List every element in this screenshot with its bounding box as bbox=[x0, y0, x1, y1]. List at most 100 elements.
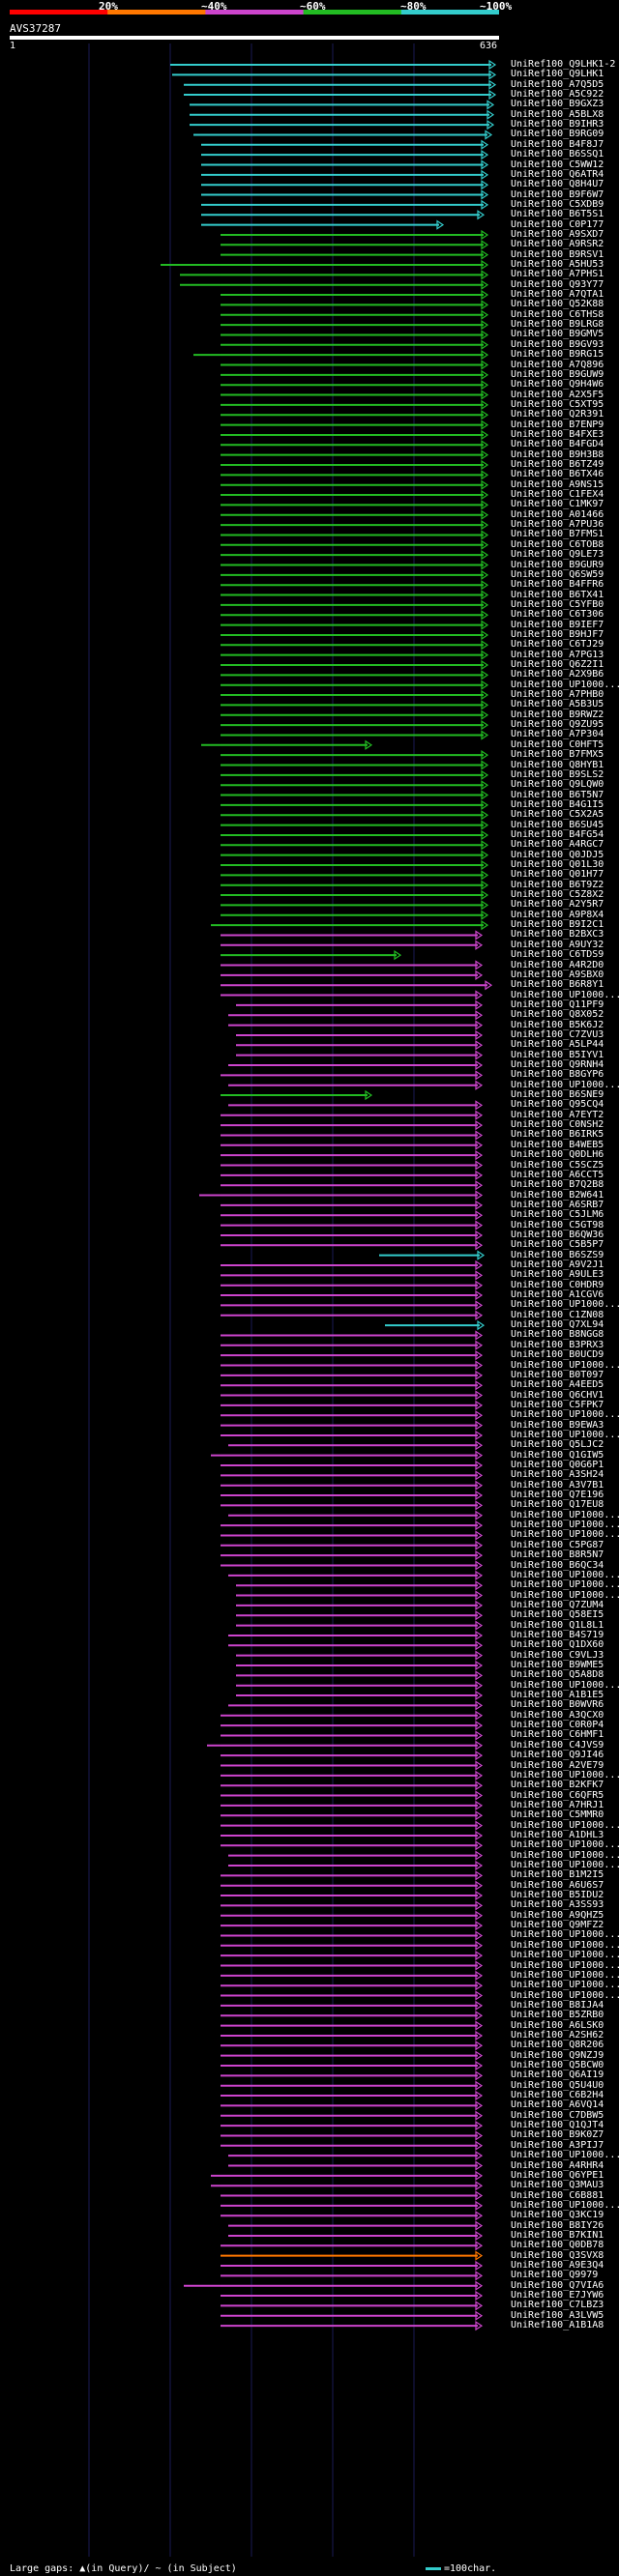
hit-row[interactable] bbox=[221, 1370, 484, 1380]
hit-label[interactable]: UniRef100_Q7E196 bbox=[511, 1490, 604, 1501]
hit-row[interactable] bbox=[221, 1820, 484, 1831]
hit-label[interactable]: UniRef100_C6QFR5 bbox=[511, 1789, 604, 1801]
hit-label[interactable]: UniRef100_UP1000... bbox=[511, 1529, 619, 1541]
hit-label[interactable]: UniRef100_A7QTA1 bbox=[511, 289, 604, 301]
hit-label[interactable]: UniRef100_UP1000... bbox=[511, 2150, 619, 2161]
hit-label[interactable]: UniRef100_UP1000... bbox=[511, 679, 619, 690]
hit-label[interactable]: UniRef100_Q0DLH6 bbox=[511, 1149, 604, 1161]
hit-row[interactable] bbox=[211, 1450, 484, 1461]
hit-row[interactable] bbox=[221, 1930, 484, 1941]
hit-label[interactable]: UniRef100_A7HRJ1 bbox=[511, 1799, 604, 1810]
hit-row[interactable] bbox=[221, 780, 489, 791]
hit-row[interactable] bbox=[221, 569, 489, 580]
hit-row[interactable] bbox=[221, 1410, 484, 1421]
hit-label[interactable]: UniRef100_Q6SW59 bbox=[511, 568, 604, 580]
hit-row[interactable] bbox=[236, 1620, 484, 1631]
hit-label[interactable]: UniRef100_B9GV93 bbox=[511, 338, 604, 350]
hit-label[interactable]: UniRef100_Q17EU8 bbox=[511, 1499, 604, 1511]
hit-label[interactable]: UniRef100_C5XT95 bbox=[511, 398, 604, 410]
hit-row[interactable] bbox=[221, 719, 489, 731]
hit-row[interactable] bbox=[221, 2120, 484, 2131]
hit-row[interactable] bbox=[221, 2100, 484, 2111]
hit-row[interactable] bbox=[221, 1981, 484, 1991]
hit-row[interactable] bbox=[221, 610, 489, 621]
hit-label[interactable]: UniRef100_Q3KC19 bbox=[511, 2210, 604, 2221]
hit-row[interactable] bbox=[221, 1140, 484, 1150]
hit-row[interactable] bbox=[221, 2301, 484, 2311]
hit-row[interactable] bbox=[184, 79, 497, 90]
hit-row[interactable] bbox=[221, 970, 484, 980]
hit-label[interactable]: UniRef100_A7Q896 bbox=[511, 359, 604, 370]
hit-label[interactable]: UniRef100_Q9H4W6 bbox=[511, 379, 604, 391]
hit-label[interactable]: UniRef100_Q52K88 bbox=[511, 299, 604, 310]
hit-label[interactable]: UniRef100_B9H3B8 bbox=[511, 449, 604, 460]
hit-label[interactable]: UniRef100_C6TJ29 bbox=[511, 639, 604, 651]
hit-row[interactable] bbox=[221, 1960, 484, 1971]
hit-label[interactable]: UniRef100_A2SH62 bbox=[511, 2029, 604, 2041]
hit-row[interactable] bbox=[221, 960, 484, 970]
hit-row[interactable] bbox=[221, 1500, 484, 1511]
hit-label[interactable]: UniRef100_A3SH24 bbox=[511, 1469, 604, 1481]
hit-label[interactable]: UniRef100_A9V2J1 bbox=[511, 1259, 604, 1270]
hit-label[interactable]: UniRef100_A2X5F5 bbox=[511, 389, 604, 400]
hit-label[interactable]: UniRef100_A5LP44 bbox=[511, 1039, 604, 1051]
hit-label[interactable]: UniRef100_C6TDS9 bbox=[511, 949, 604, 961]
hit-row[interactable] bbox=[190, 119, 495, 130]
hit-row[interactable] bbox=[221, 1340, 484, 1350]
hit-row[interactable] bbox=[221, 840, 489, 851]
hit-label[interactable]: UniRef100_Q6AI19 bbox=[511, 2069, 604, 2081]
hit-label[interactable]: UniRef100_C5YFB0 bbox=[511, 598, 604, 610]
hit-label[interactable]: UniRef100_B5K6J2 bbox=[511, 1019, 604, 1030]
hit-row[interactable] bbox=[221, 2310, 484, 2321]
hit-label[interactable]: UniRef100_C5PG87 bbox=[511, 1539, 604, 1550]
hit-label[interactable]: UniRef100_A5C922 bbox=[511, 89, 604, 101]
hit-label[interactable]: UniRef100_C5GT98 bbox=[511, 1219, 604, 1230]
hit-label[interactable]: UniRef100_Q1GIW5 bbox=[511, 1449, 604, 1461]
hit-label[interactable]: UniRef100_A9E3Q4 bbox=[511, 2260, 604, 2271]
hit-row[interactable] bbox=[221, 950, 402, 961]
hit-label[interactable]: UniRef100_C0HDR9 bbox=[511, 1279, 604, 1290]
hit-label[interactable]: UniRef100_B6IRK5 bbox=[511, 1129, 604, 1141]
hit-label[interactable]: UniRef100_Q1L8L1 bbox=[511, 1619, 604, 1631]
hit-label[interactable]: UniRef100_UP1000... bbox=[511, 1950, 619, 1961]
hit-label[interactable]: UniRef100_UP1000... bbox=[511, 1819, 619, 1831]
hit-row[interactable] bbox=[221, 2290, 484, 2301]
hit-label[interactable]: UniRef100_A5B3U5 bbox=[511, 699, 604, 710]
hit-row[interactable] bbox=[221, 2110, 484, 2121]
hit-row[interactable] bbox=[221, 1490, 484, 1501]
hit-label[interactable]: UniRef100_Q8HYB1 bbox=[511, 759, 604, 770]
hit-label[interactable]: UniRef100_B9GMV5 bbox=[511, 329, 604, 340]
hit-row[interactable] bbox=[221, 1470, 484, 1481]
hit-label[interactable]: UniRef100_Q8X052 bbox=[511, 1009, 604, 1021]
hit-row[interactable] bbox=[221, 1920, 484, 1931]
hit-row[interactable] bbox=[221, 629, 489, 641]
hit-label[interactable]: UniRef100_Q5U4U0 bbox=[511, 2079, 604, 2091]
hit-row[interactable] bbox=[221, 470, 489, 480]
hit-label[interactable]: UniRef100_B6SNE9 bbox=[511, 1089, 604, 1101]
hit-label[interactable]: UniRef100_A9SBX0 bbox=[511, 969, 604, 980]
hit-row[interactable] bbox=[221, 1790, 484, 1801]
hit-label[interactable]: UniRef100_UP1000... bbox=[511, 1849, 619, 1861]
hit-label[interactable]: UniRef100_B7ENP9 bbox=[511, 419, 604, 430]
hit-row[interactable] bbox=[221, 910, 489, 920]
hit-row[interactable] bbox=[221, 1951, 484, 1961]
hit-row[interactable] bbox=[221, 1350, 484, 1361]
hit-row[interactable] bbox=[221, 360, 489, 370]
hit-label[interactable]: UniRef100_B6T5N7 bbox=[511, 789, 604, 800]
hit-label[interactable]: UniRef100_B2BXC3 bbox=[511, 929, 604, 941]
hit-label[interactable]: UniRef100_Q58EI5 bbox=[511, 1609, 604, 1621]
hit-row[interactable] bbox=[221, 420, 489, 430]
hit-label[interactable]: UniRef100_A4EED5 bbox=[511, 1379, 604, 1391]
hit-label[interactable]: UniRef100_B4FXE3 bbox=[511, 428, 604, 440]
hit-row[interactable] bbox=[201, 199, 489, 211]
hit-row[interactable] bbox=[221, 900, 489, 911]
hit-label[interactable]: UniRef100_Q8R206 bbox=[511, 2040, 604, 2051]
hit-row[interactable] bbox=[161, 259, 489, 271]
hit-label[interactable]: UniRef100_B9GXZ3 bbox=[511, 99, 604, 110]
hit-label[interactable]: UniRef100_C6THS8 bbox=[511, 308, 604, 320]
hit-label[interactable]: UniRef100_A7PHB0 bbox=[511, 689, 604, 701]
hit-row[interactable] bbox=[221, 489, 489, 501]
hit-label[interactable]: UniRef100_Q3SVX8 bbox=[511, 2249, 604, 2261]
hit-label[interactable]: UniRef100_C1ZN08 bbox=[511, 1309, 604, 1320]
hit-row[interactable] bbox=[221, 769, 489, 780]
